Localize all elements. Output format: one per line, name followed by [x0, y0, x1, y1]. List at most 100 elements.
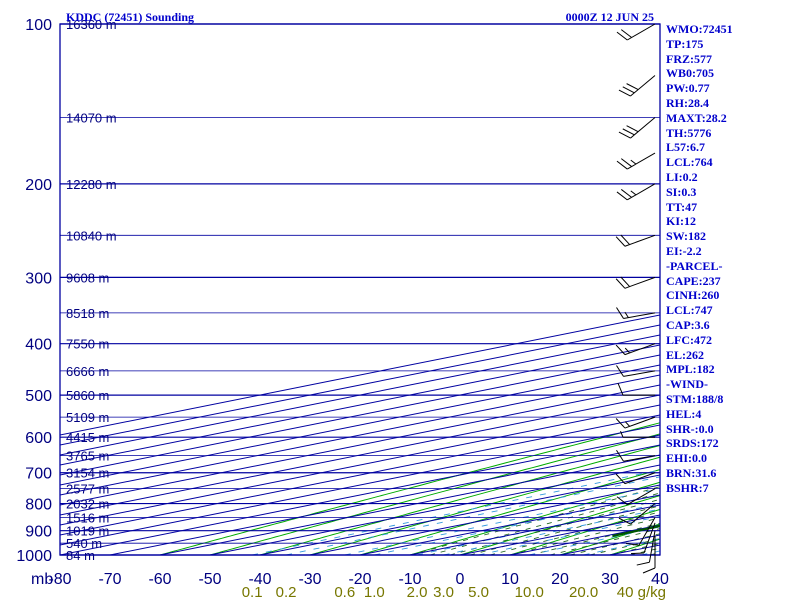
wind-barb-feather — [620, 29, 632, 38]
mixing-ratio-label: 0.2 — [276, 584, 297, 600]
wind-barb — [615, 416, 656, 429]
index-row: SI:0.3 — [666, 184, 697, 199]
wind-barb — [616, 449, 656, 462]
wind-barb-half-feather — [630, 159, 637, 165]
wind-barb — [616, 23, 656, 41]
height-label: 84 m — [66, 548, 95, 563]
height-label: 1516 m — [66, 511, 109, 526]
wind-barb-feather — [626, 543, 640, 546]
index-row: SRDS:172 — [666, 436, 719, 451]
height-label: 10840 m — [66, 228, 117, 243]
wind-barb-half-feather — [624, 347, 630, 354]
index-row: L57:6.7 — [666, 140, 705, 155]
mixing-ratio-label: 20.0 — [569, 584, 598, 600]
index-row: SW:182 — [666, 229, 707, 244]
isotherm — [60, 384, 660, 506]
mixing-ratio-labels: 0.1 0.2 0.6 1.0 2.0 3.0 5.0 10.0 20.0 40 g/kg — [242, 584, 666, 600]
wind-barb-feather — [622, 128, 635, 136]
height-label: 3765 m — [66, 449, 109, 464]
isotherms — [60, 314, 660, 555]
wind-barb-feather — [618, 517, 631, 525]
wind-barb — [616, 307, 656, 319]
mixing-ratio-label: 5.0 — [468, 584, 489, 600]
wind-barb-half-feather — [630, 190, 637, 196]
index-row: MPL:182 — [666, 362, 715, 377]
index-row: -PARCEL- — [666, 258, 723, 273]
temperature-tick-label: 10 — [501, 571, 519, 588]
mixing-ratio-label: 2.0 — [407, 584, 428, 600]
wind-barb-staff — [630, 75, 656, 97]
wind-barb — [616, 183, 656, 201]
wind-barb-feather — [618, 131, 631, 139]
index-row: WB0:705 — [666, 66, 714, 81]
wind-barb — [616, 152, 656, 170]
wind-barb — [615, 472, 656, 485]
wind-barb — [642, 536, 656, 574]
pressure-tick-label: 300 — [25, 270, 52, 287]
wind-barb-half-feather — [624, 421, 630, 427]
wind-barb-staff — [624, 234, 656, 247]
mixing-ratio-label: 10.0 — [515, 584, 544, 600]
isotherm — [209, 464, 660, 555]
index-row: LCL:747 — [666, 303, 713, 318]
wind-barb-feather — [616, 307, 624, 319]
height-label: 12280 m — [66, 177, 117, 192]
temperature-tick-label: 0 — [456, 571, 465, 588]
index-row: FRZ:577 — [666, 51, 712, 66]
wind-barb-staff — [627, 183, 656, 201]
wind-barb-staff — [627, 488, 656, 506]
wind-barb-feather — [616, 496, 628, 506]
index-row: TT:47 — [666, 199, 698, 214]
wind-barb — [616, 488, 656, 506]
height-label: 1019 m — [66, 524, 109, 539]
wind-barb-half-feather — [624, 311, 629, 318]
wind-barb-feather — [615, 344, 626, 355]
height-label: 16360 m — [66, 17, 117, 32]
index-row: STM:188/8 — [666, 391, 724, 406]
wind-barb — [618, 75, 656, 97]
height-label: 2577 m — [66, 482, 109, 497]
wind-barb-feather — [616, 449, 624, 462]
height-label: 2032 m — [66, 497, 109, 512]
wind-barb-feather — [618, 89, 631, 97]
plot-frame — [59, 23, 661, 556]
index-row: CINH:260 — [666, 288, 720, 303]
wind-barb-feather — [631, 552, 645, 555]
pressure-tick-label: 500 — [25, 388, 52, 405]
wind-barb-feather — [616, 191, 628, 201]
height-label: 14070 m — [66, 111, 117, 126]
temperature-tick-label: -80 — [48, 571, 71, 588]
temperature-tick-label: 40 — [651, 571, 669, 588]
height-label: 540 m — [66, 536, 102, 551]
index-row: SHR-:0.0 — [666, 421, 714, 436]
height-label: 4415 m — [66, 430, 109, 445]
isobars — [59, 23, 661, 556]
wind-barb — [615, 276, 656, 289]
pressure-tick-labels: 100 200 300 400 500 600 700 800 900 1000 — [16, 17, 52, 565]
wind-barb-feather — [620, 158, 632, 167]
index-row: BSHR:7 — [666, 480, 709, 495]
index-row: TH:5776 — [666, 125, 712, 140]
wind-barb-feather — [616, 31, 628, 41]
wind-barb-feather — [622, 86, 635, 94]
temperature-tick-label: -70 — [98, 571, 121, 588]
wind-barb-staff — [624, 276, 656, 289]
index-row: LI:0.2 — [666, 169, 698, 184]
mixing-ratio-label: 1.0 — [364, 584, 385, 600]
height-label: 5860 m — [66, 388, 109, 403]
pressure-tick-label: 800 — [25, 497, 52, 514]
wind-barb-feather — [620, 276, 630, 287]
index-row: BRN:31.6 — [666, 465, 717, 480]
height-label: 7550 m — [66, 337, 109, 352]
height-label: 6666 m — [66, 364, 109, 379]
pressure-axis-label: mb — [31, 571, 53, 588]
valid-time: 0000Z 12 JUN 25 — [566, 10, 654, 24]
isotherm — [60, 414, 660, 536]
pressure-tick-label: 400 — [25, 337, 52, 354]
wind-barb-staff — [624, 343, 656, 356]
temperature-tick-label: -10 — [398, 571, 421, 588]
pressure-tick-label: 600 — [25, 430, 52, 447]
mixing-ratio-label: 40 g/kg — [617, 584, 666, 600]
temperature-tick-label: -50 — [198, 571, 221, 588]
index-row: EI:-2.2 — [666, 243, 702, 258]
